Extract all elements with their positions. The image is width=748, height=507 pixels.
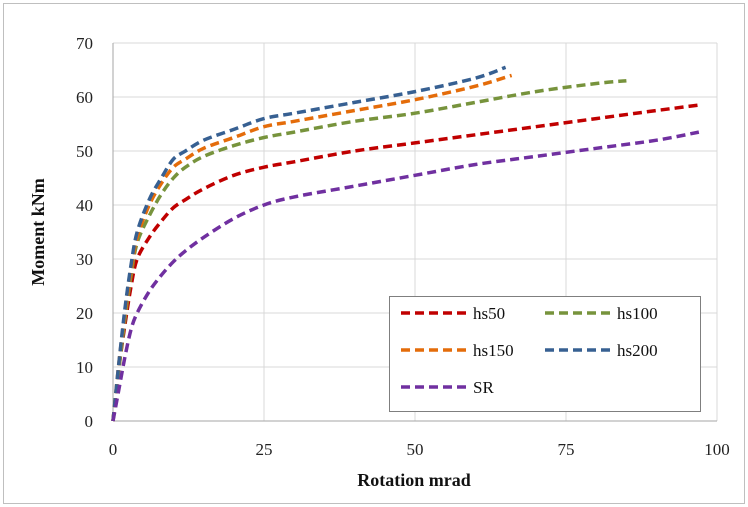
y-tick-label: 20 (76, 304, 93, 323)
y-tick-label: 0 (85, 412, 94, 431)
legend-label-hs100: hs100 (617, 304, 658, 323)
axes (112, 43, 717, 422)
series-lines (111, 65, 700, 422)
legend: hs50 hs100 hs150 hs200 SR (389, 296, 701, 412)
x-tick-label: 50 (407, 440, 424, 459)
legend-label-hs150: hs150 (473, 341, 514, 360)
x-axis-title: Rotation mrad (357, 470, 471, 490)
x-tick-label: 0 (109, 440, 118, 459)
legend-label-hs200: hs200 (617, 341, 658, 360)
tick-labels: 0 10 20 30 40 50 60 70 0 25 50 75 100 (76, 34, 730, 459)
series-line-hs50 (111, 103, 700, 422)
x-tick-label: 25 (256, 440, 273, 459)
legend-label-sr: SR (473, 378, 494, 397)
y-tick-label: 70 (76, 34, 93, 53)
series-line-sr (111, 130, 700, 422)
y-tick-label: 10 (76, 358, 93, 377)
x-tick-label: 75 (558, 440, 575, 459)
y-axis-title: Moment kNm (28, 178, 48, 285)
x-tick-label: 100 (704, 440, 730, 459)
y-tick-label: 60 (76, 88, 93, 107)
y-tick-label: 50 (76, 142, 93, 161)
y-tick-label: 40 (76, 196, 93, 215)
chart-frame (3, 3, 745, 504)
legend-box (389, 296, 701, 412)
series-line-hs200 (111, 65, 507, 422)
y-tick-label: 30 (76, 250, 93, 269)
legend-label-hs50: hs50 (473, 304, 505, 323)
legend-items: hs50 hs100 hs150 hs200 SR (401, 304, 658, 397)
